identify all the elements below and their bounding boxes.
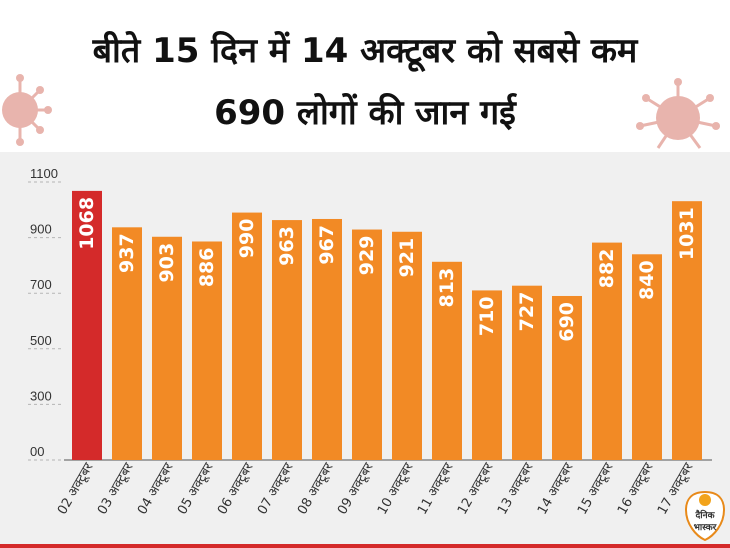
bar-value-label: 929: [356, 236, 378, 276]
y-tick-label: 700: [30, 277, 52, 292]
chart-title-line-1: बीते 15 दिन में 14 अक्टूबर को सबसे कम: [92, 31, 638, 71]
bar-value-label: 882: [596, 249, 618, 289]
bar-value-label: 990: [236, 219, 258, 259]
bar-value-label: 1031: [676, 207, 698, 260]
x-tick-label: 05 अक्टूबर: [175, 460, 217, 517]
logo-text-1: दैनिक: [694, 509, 715, 521]
header: बीते 15 दिन में 14 अक्टूबर को सबसे कम 69…: [0, 0, 730, 150]
y-tick-label: 900: [30, 222, 52, 237]
bar: [312, 218, 342, 460]
bar: [512, 285, 542, 460]
bar-value-label: 1068: [76, 197, 98, 250]
x-tick-label: 16 अक्टूबर: [615, 460, 657, 517]
bar-value-label: 727: [516, 292, 538, 332]
bar: [592, 242, 622, 460]
virus-icon: [636, 78, 720, 149]
bar-value-label: 813: [436, 268, 458, 308]
bar: [272, 220, 302, 460]
bar-value-label: 921: [396, 238, 418, 278]
x-tick-label: 07 अक्टूबर: [255, 460, 297, 517]
bar-value-label: 937: [116, 233, 138, 273]
bar: [632, 254, 662, 460]
x-tick-label: 10 अक्टूबर: [375, 460, 417, 517]
bar: [672, 201, 702, 460]
bar-value-label: 710: [476, 296, 498, 336]
y-tick-label: 300: [30, 388, 52, 403]
bar: [472, 290, 502, 460]
bar-value-label: 886: [196, 247, 218, 287]
x-tick-label: 09 अक्टूबर: [335, 460, 377, 517]
x-tick-label: 04 अक्टूबर: [135, 460, 177, 517]
x-tick-label: 15 अक्टूबर: [575, 460, 617, 517]
virus-icon: [2, 74, 52, 146]
bar: [352, 229, 382, 460]
bar: [112, 227, 142, 460]
bar-value-label: 967: [316, 225, 338, 265]
bar: [232, 212, 262, 460]
x-tick-label: 08 अक्टूबर: [295, 460, 337, 517]
x-tick-label: 03 अक्टूबर: [95, 460, 137, 517]
brand-logo: दैनिक भास्कर: [684, 490, 726, 542]
x-tick-label: 13 अक्टूबर: [495, 460, 537, 517]
bottom-accent-line: [0, 544, 730, 548]
x-tick-label: 14 अक्टूबर: [535, 460, 577, 517]
bar-value-label: 690: [556, 302, 578, 342]
bar: [152, 236, 182, 460]
y-tick-label: 1100: [30, 166, 58, 181]
x-tick-label: 12 अक्टूबर: [455, 460, 497, 517]
bar: [432, 261, 462, 460]
y-tick-label: 500: [30, 333, 52, 348]
bar: [192, 241, 222, 460]
bar-value-label: 840: [636, 260, 658, 300]
y-tick-label: 00: [30, 444, 44, 459]
x-tick-label: 06 अक्टूबर: [215, 460, 257, 517]
bar-value-label: 963: [276, 226, 298, 266]
logo-text-2: भास्कर: [694, 523, 717, 533]
bar-chart: 00 300 500 700 900 1100 1068 02 अक्टूबर 937 03 अक…: [28, 166, 712, 517]
x-tick-label: 11 अक्टूबर: [415, 460, 457, 517]
chart-title-line-2: 690 लोगों की जान गई: [214, 93, 516, 133]
bar-value-label: 903: [156, 243, 178, 283]
bar: [72, 190, 102, 460]
bar: [392, 231, 422, 460]
chart-panel: 00 300 500 700 900 1100 1068 02 अक्टूबर 937 03 अक…: [0, 152, 730, 548]
bar: [552, 295, 582, 460]
x-tick-label: 02 अक्टूबर: [55, 460, 97, 517]
